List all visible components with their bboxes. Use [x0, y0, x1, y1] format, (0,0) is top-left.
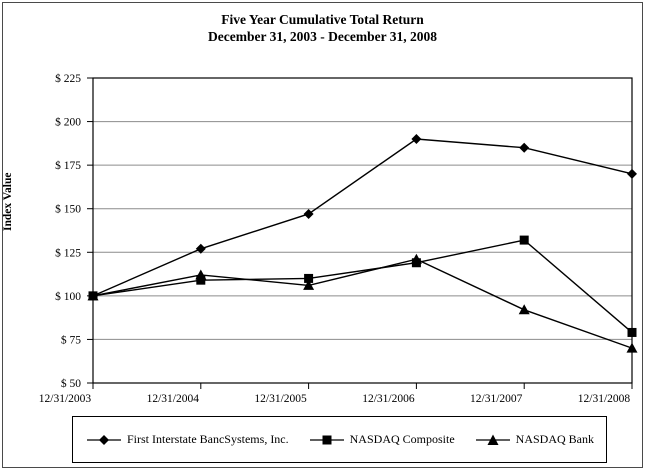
diamond-data-point	[195, 243, 206, 254]
triangle-data-point	[87, 290, 99, 301]
chart-subtitle: December 31, 2003 - December 31, 2008	[208, 29, 437, 44]
plot-box	[92, 77, 633, 384]
triangle-data-point	[303, 279, 315, 290]
series-line-diamond	[92, 138, 633, 297]
chart-legend: First Interstate BancSystems, Inc. NASDA…	[72, 416, 607, 463]
diamond-data-point	[627, 168, 637, 179]
x-tick-label: 12/31/2008	[578, 393, 631, 405]
y-tick-label: $ 125	[55, 246, 81, 259]
y-tick-label: $ 175	[55, 159, 81, 172]
triangle-data-point	[195, 269, 207, 280]
square-data-point	[519, 235, 529, 245]
x-tick-label: 12/31/2006	[362, 393, 415, 405]
y-tick-label: $ 100	[55, 290, 81, 303]
chart-title-block: Five Year Cumulative Total Return Decemb…	[0, 11, 645, 45]
x-tick-label: 12/31/2005	[254, 393, 307, 405]
square-data-point	[304, 273, 314, 283]
diamond-data-point	[411, 134, 422, 144]
y-tick-label: $ 75	[61, 333, 81, 346]
series-line-square	[92, 239, 633, 333]
square-data-point	[627, 327, 637, 337]
legend-item-nasdaq-bank: NASDAQ Bank	[475, 432, 594, 447]
triangle-marker-icon	[475, 434, 510, 445]
triangle-data-point	[410, 253, 422, 264]
diamond-data-point	[303, 208, 314, 219]
legend-label: First Interstate BancSystems, Inc.	[127, 432, 289, 446]
legend-item-first-interstate: First Interstate BancSystems, Inc.	[87, 432, 289, 447]
legend-label: NASDAQ Bank	[515, 432, 594, 446]
y-tick-label: $ 150	[55, 203, 81, 216]
chart-title: Five Year Cumulative Total Return	[221, 12, 424, 27]
legend-item-nasdaq-composite: NASDAQ Composite	[309, 432, 455, 447]
x-tick-label: 12/31/2003	[39, 393, 92, 405]
series-line-triangle	[92, 258, 633, 349]
diamond-marker-icon	[87, 434, 121, 445]
y-tick-label: $ 50	[61, 377, 81, 390]
x-tick-label: 12/31/2007	[470, 393, 523, 405]
square-marker-icon	[309, 435, 344, 444]
diamond-data-point	[519, 142, 530, 153]
triangle-data-point	[626, 342, 638, 353]
triangle-data-point	[518, 304, 530, 315]
x-tick-label: 12/31/2004	[147, 393, 200, 405]
legend-label: NASDAQ Composite	[349, 432, 455, 446]
y-tick-label: $ 200	[55, 116, 81, 129]
y-tick-label: $ 225	[55, 72, 81, 85]
